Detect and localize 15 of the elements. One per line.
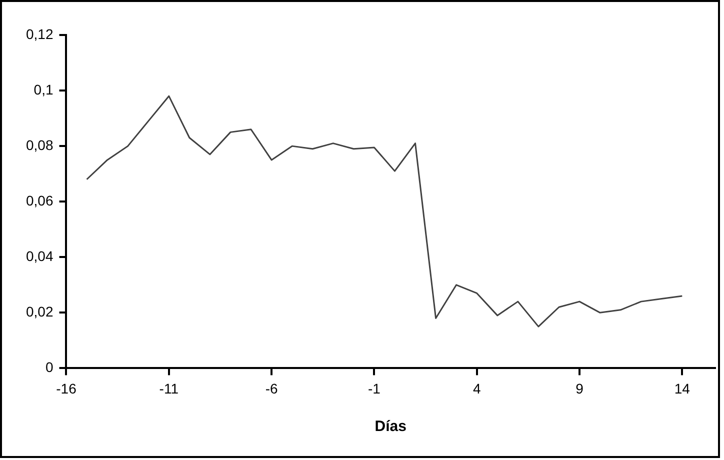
y-tick-label: 0,08 xyxy=(26,136,54,153)
y-tick-label: 0,06 xyxy=(26,192,54,208)
y-tick-label: 0 xyxy=(45,359,54,376)
x-tick-label: 9 xyxy=(576,380,584,396)
y-tick-label: 0,02 xyxy=(26,304,54,320)
x-tick-label: -1 xyxy=(368,380,381,396)
x-tick-label: -11 xyxy=(159,380,179,396)
x-tick-label: -16 xyxy=(56,380,77,396)
x-axis-title: Días xyxy=(374,418,406,436)
x-tick-label: -6 xyxy=(265,380,278,396)
y-tick-label: 0,04 xyxy=(26,248,54,264)
y-tick-label: 0,12 xyxy=(26,26,54,42)
x-tick-label: 14 xyxy=(674,380,690,396)
x-tick-label: 4 xyxy=(472,380,481,396)
y-tick-label: 0,1 xyxy=(34,81,54,98)
